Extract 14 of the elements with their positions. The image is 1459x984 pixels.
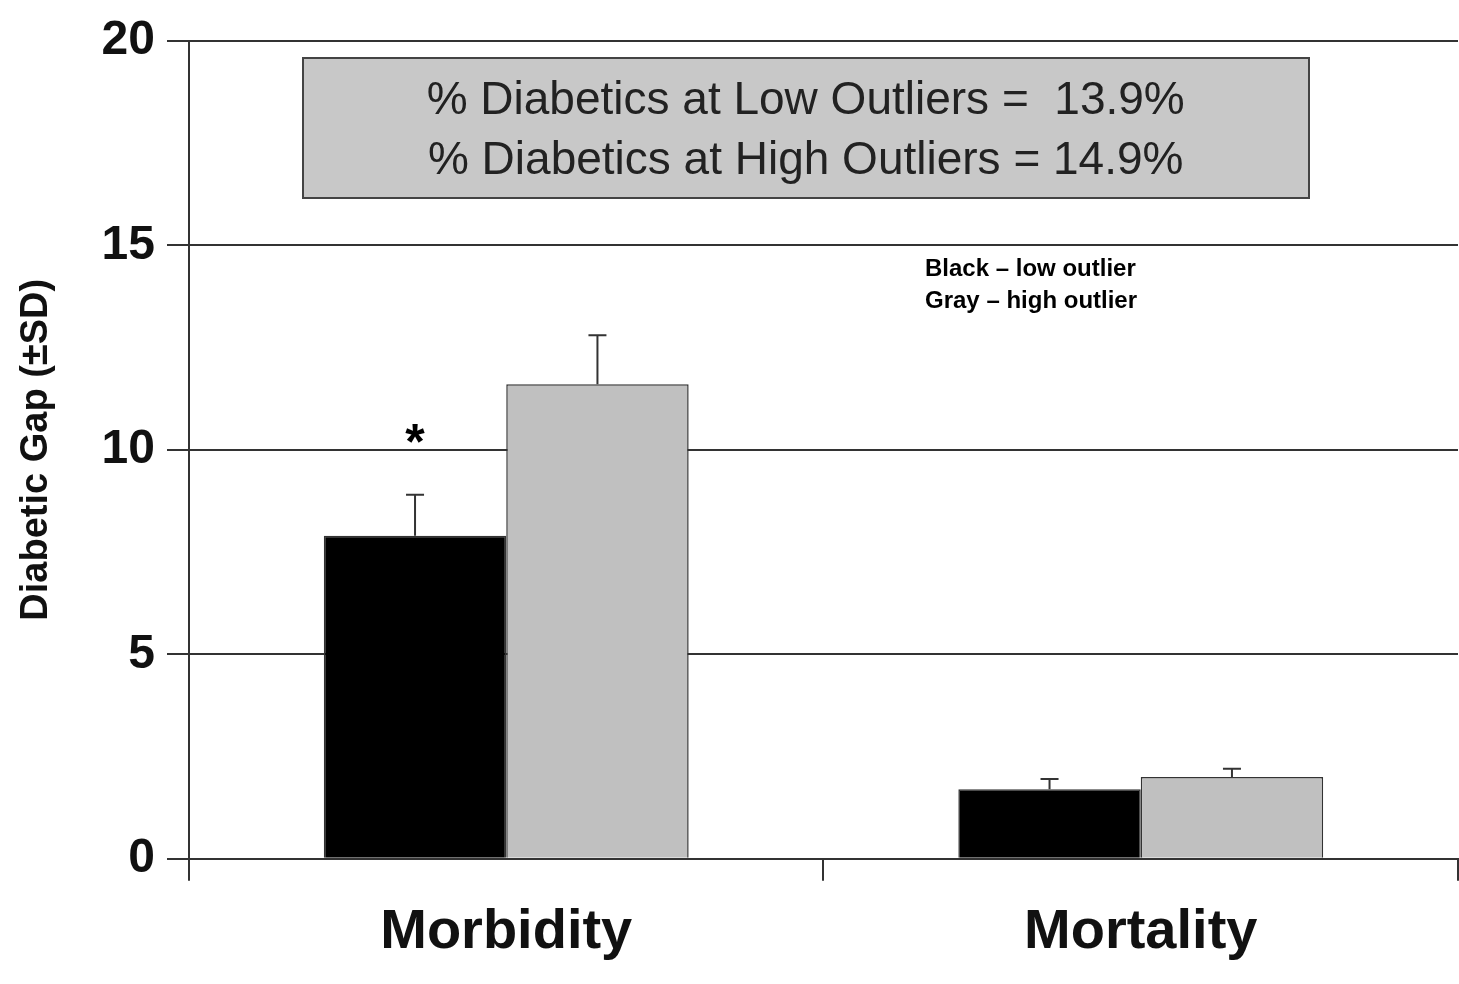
y-tick-label: 0 (128, 829, 155, 883)
annotation: % Diabetics at High Outliers = 14.9% (427, 130, 1184, 186)
y-tick-label: 15 (101, 215, 155, 269)
x-tick-label: Mortality (1024, 896, 1258, 960)
y-tick-label: 20 (101, 11, 155, 65)
y-axis-title: Diabetic Gap (±SD) (13, 278, 56, 621)
y-tick-label: 5 (128, 624, 155, 678)
y-tick-label: 10 (101, 420, 155, 474)
x-tick-label: Morbidity (380, 896, 633, 960)
annotation: % Diabetics at Low Outliers = 13.9% (426, 70, 1185, 126)
note-box: % Diabetics at Low Outliers = 13.9% % Diabetics at High Outliers = 14.9% (301, 56, 1310, 199)
annotation: * (405, 414, 426, 471)
annotation: Gray – high outlier (925, 286, 1138, 314)
annotation: Black – low outlier (925, 254, 1136, 282)
